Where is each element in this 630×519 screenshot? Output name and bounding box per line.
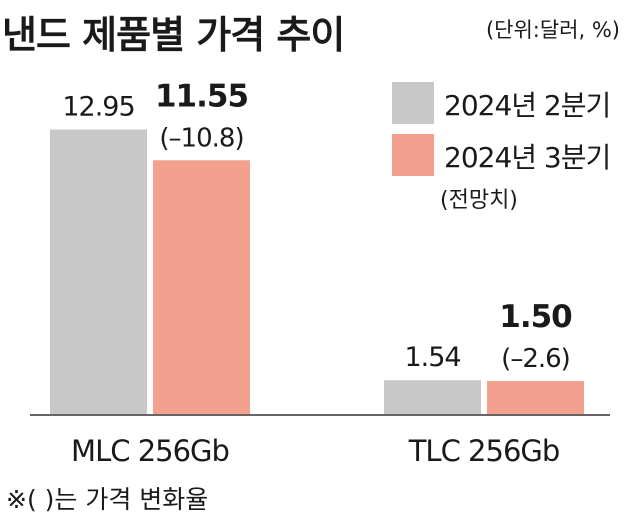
- chart-title: 낸드 제품별 가격 추이: [2, 13, 345, 57]
- legend-swatch-q2: [392, 82, 434, 124]
- category-label-tlc: TLC 256Gb: [408, 434, 560, 468]
- legend-label-q2: 2024년 2분기: [444, 89, 611, 122]
- legend-label-q3: 2024년 3분기: [444, 141, 611, 174]
- value-label-tlc-s2: 1.50: [499, 299, 572, 335]
- category-label-mlc: MLC 256Gb: [71, 434, 229, 468]
- value-label-mlc-s1: 12.95: [62, 91, 134, 122]
- value-label-tlc-s1: 1.54: [404, 342, 460, 373]
- bar-tlc-s1: [384, 380, 481, 414]
- footnote: ※( )는 가격 변화율: [6, 485, 209, 514]
- legend-swatch-q3: [392, 134, 434, 176]
- bar-mlc-s1: [50, 129, 147, 414]
- legend-note: (전망치): [440, 188, 518, 213]
- bar-tlc-s2: [487, 381, 584, 414]
- change-label-tlc: (–2.6): [501, 344, 570, 374]
- bar-mlc-s2: [153, 160, 250, 414]
- unit-note: (단위:달러, %): [485, 18, 620, 42]
- change-label-mlc: (–10.8): [159, 123, 243, 153]
- value-label-mlc-s2: 11.55: [155, 78, 248, 114]
